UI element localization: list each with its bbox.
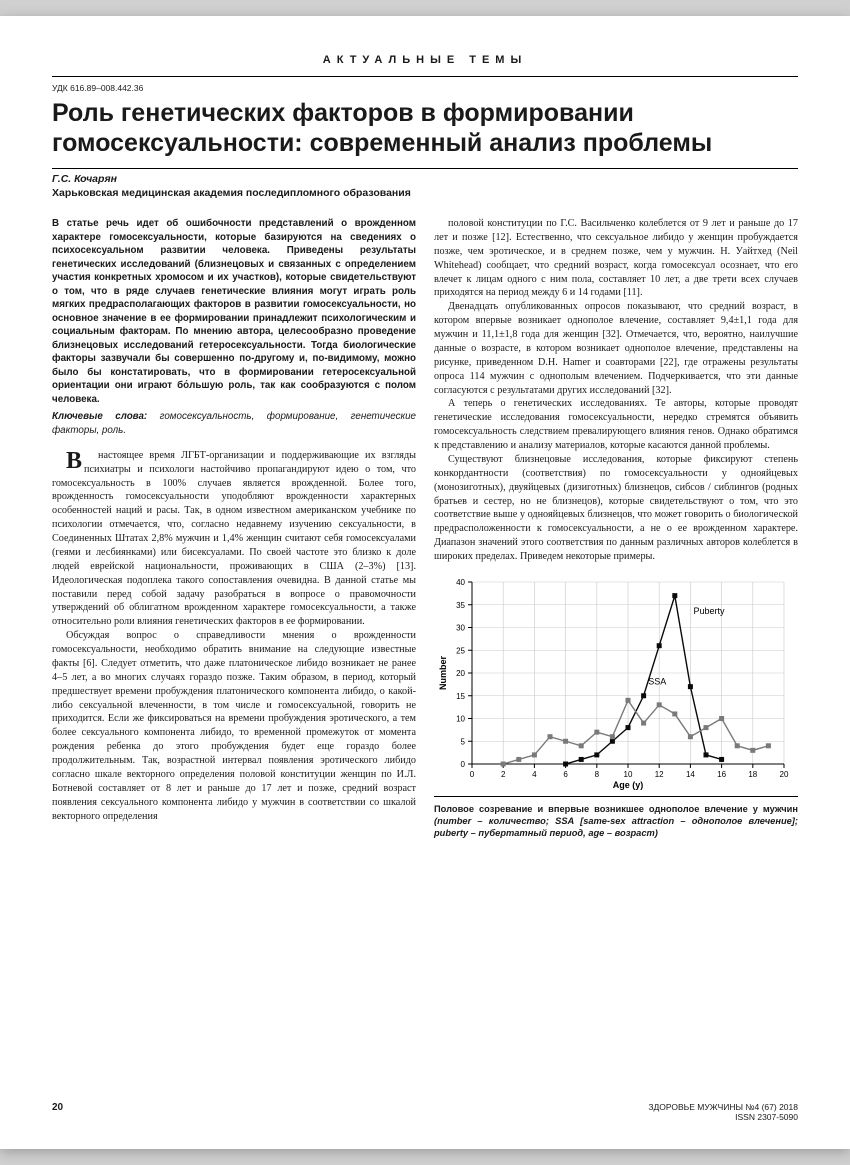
keywords-label: Ключевые слова: [52, 411, 147, 422]
journal-info: ЗДОРОВЬЕ МУЖЧИНЫ №4 (67) 2018 ISSN 2307-… [648, 1102, 798, 1123]
svg-text:8: 8 [595, 770, 600, 779]
affiliation: Харьковская медицинская академия последи… [52, 187, 798, 199]
svg-text:15: 15 [456, 692, 465, 701]
caption-italic: (number – количество; SSA [same-sex attr… [434, 816, 798, 838]
section-header: АКТУАЛЬНЫЕ ТЕМЫ [52, 54, 798, 72]
svg-text:5: 5 [461, 737, 466, 746]
page-number: 20 [52, 1102, 63, 1123]
svg-text:10: 10 [456, 714, 465, 723]
svg-text:SSA: SSA [648, 676, 666, 686]
svg-text:12: 12 [655, 770, 664, 779]
svg-text:40: 40 [456, 578, 465, 587]
udc-code: УДК 616.89–008.442.36 [52, 83, 798, 93]
divider-author [52, 168, 798, 169]
svg-text:30: 30 [456, 623, 465, 632]
svg-text:4: 4 [532, 770, 537, 779]
svg-text:10: 10 [624, 770, 633, 779]
caption-bold: Половое созревание и впервые возникшее о… [434, 804, 798, 814]
svg-text:25: 25 [456, 646, 465, 655]
abstract: В статье речь идет об ошибочности предст… [52, 217, 416, 406]
svg-text:20: 20 [780, 770, 789, 779]
svg-text:35: 35 [456, 601, 465, 610]
page: АКТУАЛЬНЫЕ ТЕМЫ УДК 616.89–008.442.36 Ро… [0, 16, 850, 1149]
figure: 0 2 4 6 8 10 12 14 16 18 20 0 5 10 15 20 25 30 35 40 Age (y)… [434, 572, 798, 839]
svg-text:6: 6 [563, 770, 568, 779]
figure-caption: Половое созревание и впервые возникшее о… [434, 803, 798, 839]
svg-text:Puberty: Puberty [694, 606, 726, 616]
svg-text:0: 0 [470, 770, 475, 779]
article-title: Роль генетических факторов в формировани… [52, 99, 798, 158]
author-name: Г.С. Кочарян [52, 173, 798, 185]
svg-text:16: 16 [717, 770, 726, 779]
body-paragraph-2: Обсуждая вопрос о справедливости мнения … [52, 629, 416, 823]
body-paragraph-3: половой конституции по Г.С. Васильченко … [434, 217, 798, 300]
body-paragraph-1: В настоящее время ЛГБТ-организации и под… [52, 449, 416, 629]
body-paragraph-4: Двенадцать опубликованных опросов показы… [434, 300, 798, 397]
issn: ISSN 2307-5090 [648, 1112, 798, 1123]
body-paragraph-6: Существуют близнецовые исследования, кот… [434, 453, 798, 564]
article-body-columns: В статье речь идет об ошибочности предст… [52, 217, 798, 839]
divider-top [52, 76, 798, 77]
page-footer: 20 ЗДОРОВЬЕ МУЖЧИНЫ №4 (67) 2018 ISSN 23… [52, 1102, 798, 1123]
journal-name: ЗДОРОВЬЕ МУЖЧИНЫ №4 (67) 2018 [648, 1102, 798, 1113]
svg-text:Age (y): Age (y) [613, 780, 644, 790]
svg-text:Number: Number [438, 655, 448, 690]
svg-text:2: 2 [501, 770, 506, 779]
svg-text:20: 20 [456, 669, 465, 678]
keywords: Ключевые слова: гомосексуальность, форми… [52, 410, 416, 437]
divider-figure [434, 796, 798, 797]
svg-text:18: 18 [748, 770, 757, 779]
body-paragraph-5: А теперь о генетических исследованиях. Т… [434, 397, 798, 453]
svg-text:14: 14 [686, 770, 695, 779]
svg-text:0: 0 [461, 760, 466, 769]
line-chart: 0 2 4 6 8 10 12 14 16 18 20 0 5 10 15 20 25 30 35 40 Age (y)… [434, 572, 794, 792]
